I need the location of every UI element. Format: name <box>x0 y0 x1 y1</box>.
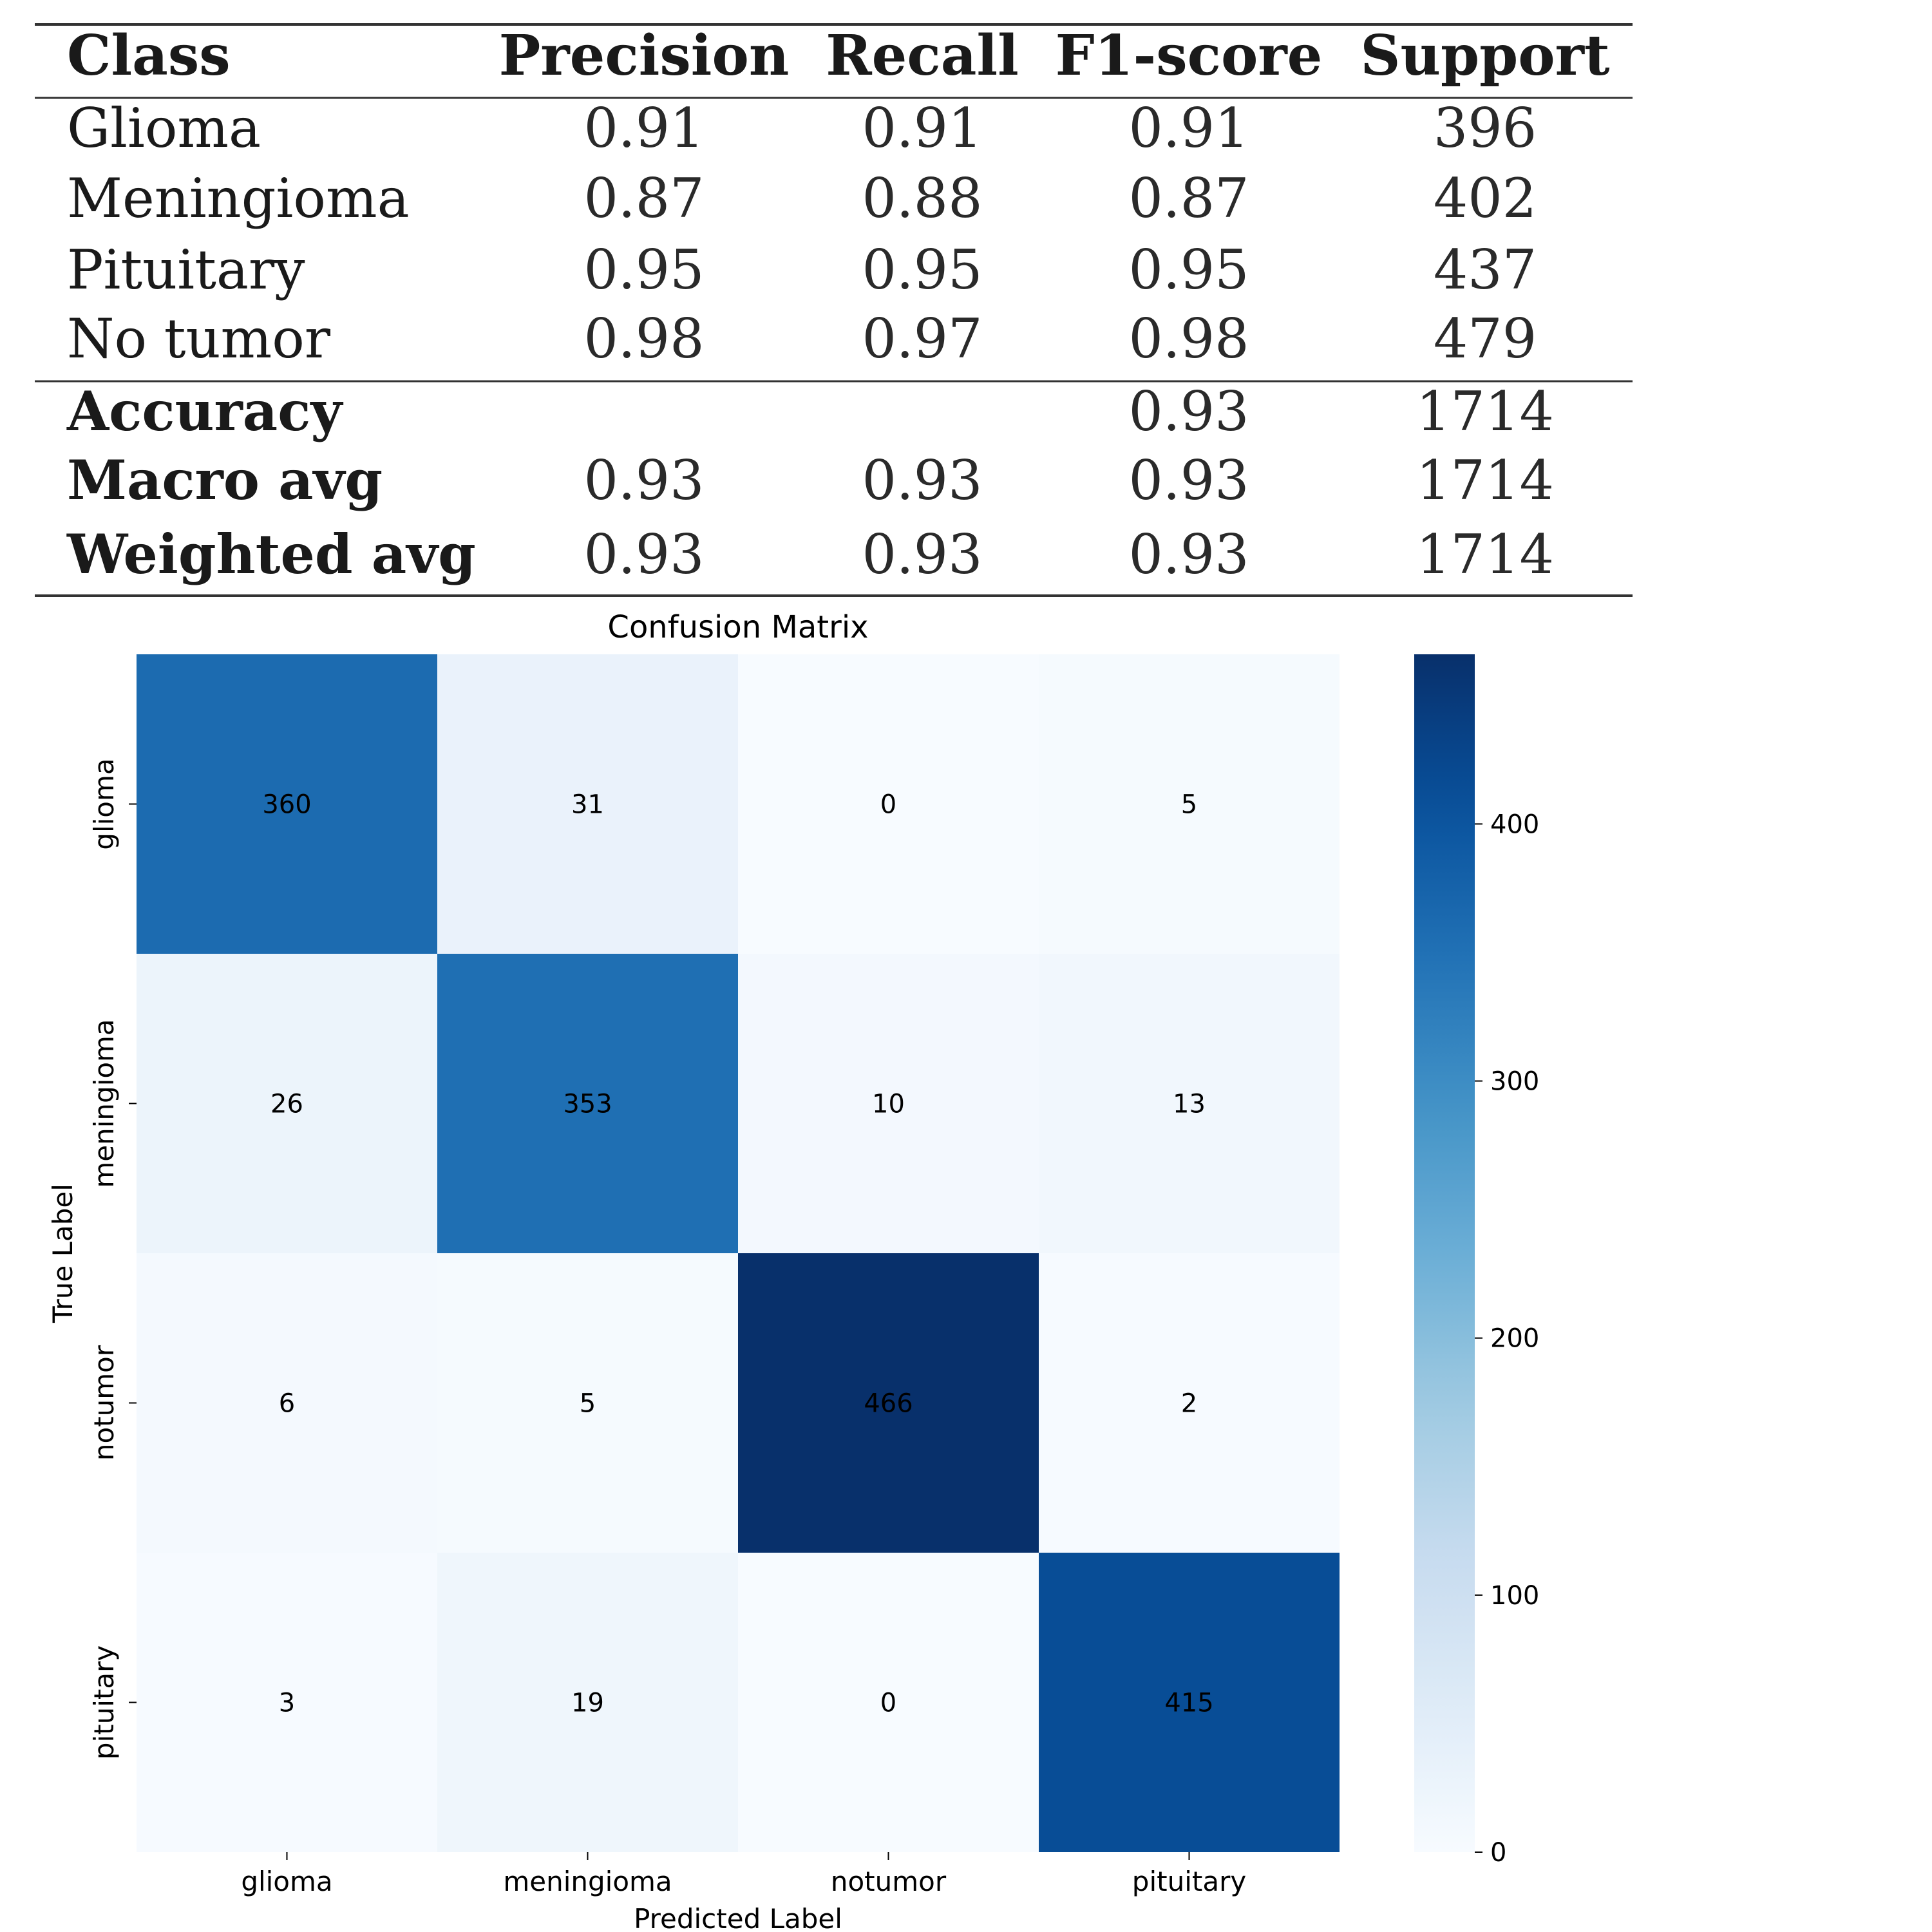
heatmap-cell <box>1039 1553 1340 1852</box>
heatmap-cell <box>1039 1253 1340 1553</box>
heatmap-cell-value: 0 <box>880 1689 896 1718</box>
y-axis-label: True Label <box>47 1184 79 1323</box>
table-cell: 0.91 <box>862 97 982 160</box>
heatmap-cell <box>437 1253 738 1553</box>
heatmap-cell-value: 0 <box>880 790 896 820</box>
heatmap-cell <box>437 1553 738 1852</box>
table-header-cell: Precision <box>499 23 790 88</box>
heatmap-cell-value: 6 <box>279 1389 295 1419</box>
table-summary-cell: 0.93 <box>862 449 982 512</box>
colorbar-tick-label: 200 <box>1490 1324 1539 1354</box>
y-tick-label: notumor <box>88 1345 120 1461</box>
table-cell: 437 <box>1434 238 1537 301</box>
colorbar-tick-label: 100 <box>1490 1581 1539 1611</box>
heatmap-cell <box>437 954 738 1253</box>
table-summary-label: Weighted avg <box>66 522 476 586</box>
heatmap-cell-value: 415 <box>1164 1689 1213 1718</box>
table-summary-label: Macro avg <box>67 448 383 512</box>
heatmap-cell <box>738 1553 1039 1852</box>
table-header-cell: Class <box>67 23 231 88</box>
table-cell: 0.95 <box>862 238 982 301</box>
heatmap-cell-value: 2 <box>1181 1389 1197 1419</box>
metrics-table: Class Precision Recall F1-score Support Gliom… <box>35 23 1633 597</box>
heatmap-cell-value: 3 <box>279 1689 295 1718</box>
table-header-cell: F1-score <box>1056 23 1323 88</box>
colorbar-tick-label: 400 <box>1490 810 1539 839</box>
table-cell: 0.98 <box>583 307 704 370</box>
heatmap-cell-value: 31 <box>571 790 604 820</box>
table-cell: 0.87 <box>583 167 704 230</box>
heatmap-cell-value: 26 <box>270 1090 303 1119</box>
table-summary-label: Accuracy <box>66 379 343 443</box>
y-tick-label: meningioma <box>88 1019 120 1188</box>
table-cell: 0.98 <box>1128 307 1249 370</box>
y-tick-label: pituitary <box>88 1645 120 1759</box>
table-cell: 396 <box>1434 97 1537 160</box>
table-cell: 479 <box>1434 307 1537 370</box>
table-summary-cell: 0.93 <box>1128 449 1249 512</box>
heatmap-cell <box>1039 654 1340 954</box>
table-summary-cell: 0.93 <box>583 523 704 586</box>
table-summary-cell: 1714 <box>1416 449 1554 512</box>
chart-title: Confusion Matrix <box>607 609 868 645</box>
heatmap-cell-value: 13 <box>1173 1090 1206 1119</box>
table-summary-cell: 1714 <box>1416 523 1554 586</box>
table-cell: 0.87 <box>1128 167 1249 230</box>
table-header-cell: Support <box>1360 23 1610 88</box>
table-summary-cell: 0.93 <box>583 449 704 512</box>
heatmap-cell <box>137 654 437 954</box>
x-tick-label: meningioma <box>503 1866 672 1897</box>
table-cell: 0.95 <box>583 238 704 301</box>
table-cell: 402 <box>1434 167 1537 230</box>
heatmap-cell-value: 466 <box>864 1389 913 1419</box>
heatmap-cell-value: 360 <box>262 790 311 820</box>
colorbar-tick-label: 300 <box>1490 1067 1539 1097</box>
heatmap-cell-value: 19 <box>571 1689 604 1718</box>
heatmap-cell <box>437 654 738 954</box>
x-tick-label: glioma <box>241 1866 332 1897</box>
heatmap-cell <box>738 1253 1039 1553</box>
table-row-label: Glioma <box>67 97 261 160</box>
table-summary-cell: 1714 <box>1416 380 1554 443</box>
table-cell: 0.91 <box>583 97 704 160</box>
table-cell: 0.97 <box>862 307 982 370</box>
table-header-cell: Recall <box>826 23 1019 88</box>
table-cell: 0.91 <box>1128 97 1249 160</box>
table-cell: 0.88 <box>862 167 982 230</box>
table-summary-cell: 0.93 <box>1128 523 1249 586</box>
heatmap-cell <box>137 1553 437 1852</box>
table-summary-cell: 0.93 <box>862 523 982 586</box>
table-row-label: Pituitary <box>67 238 305 301</box>
heatmap-cell <box>738 954 1039 1253</box>
table-cell: 0.95 <box>1128 238 1249 301</box>
heatmap-cell-value: 5 <box>1181 790 1197 820</box>
y-tick-label: glioma <box>88 758 120 849</box>
heatmap-cell-value: 5 <box>580 1389 596 1419</box>
confusion-matrix-chart: Confusion Matrix 360 31 0 5 26 353 10 13 6 5 466 2 3 1… <box>47 609 1539 1932</box>
table-row-label: No tumor <box>67 307 331 370</box>
x-tick-label: notumor <box>831 1866 947 1897</box>
heatmap-cell <box>738 654 1039 954</box>
x-tick-label: pituitary <box>1132 1866 1246 1897</box>
heatmap-cell <box>1039 954 1340 1253</box>
heatmap-cell <box>137 954 437 1253</box>
colorbar <box>1414 654 1475 1852</box>
colorbar-tick-label: 0 <box>1490 1838 1506 1868</box>
heatmap-cell-value: 353 <box>563 1090 612 1119</box>
table-summary-cell: 0.93 <box>1128 380 1249 443</box>
x-axis-label: Predicted Label <box>634 1903 842 1932</box>
heatmap-cell-value: 10 <box>872 1090 905 1119</box>
heatmap-cell <box>137 1253 437 1553</box>
table-row-label: Meningioma <box>67 167 410 230</box>
